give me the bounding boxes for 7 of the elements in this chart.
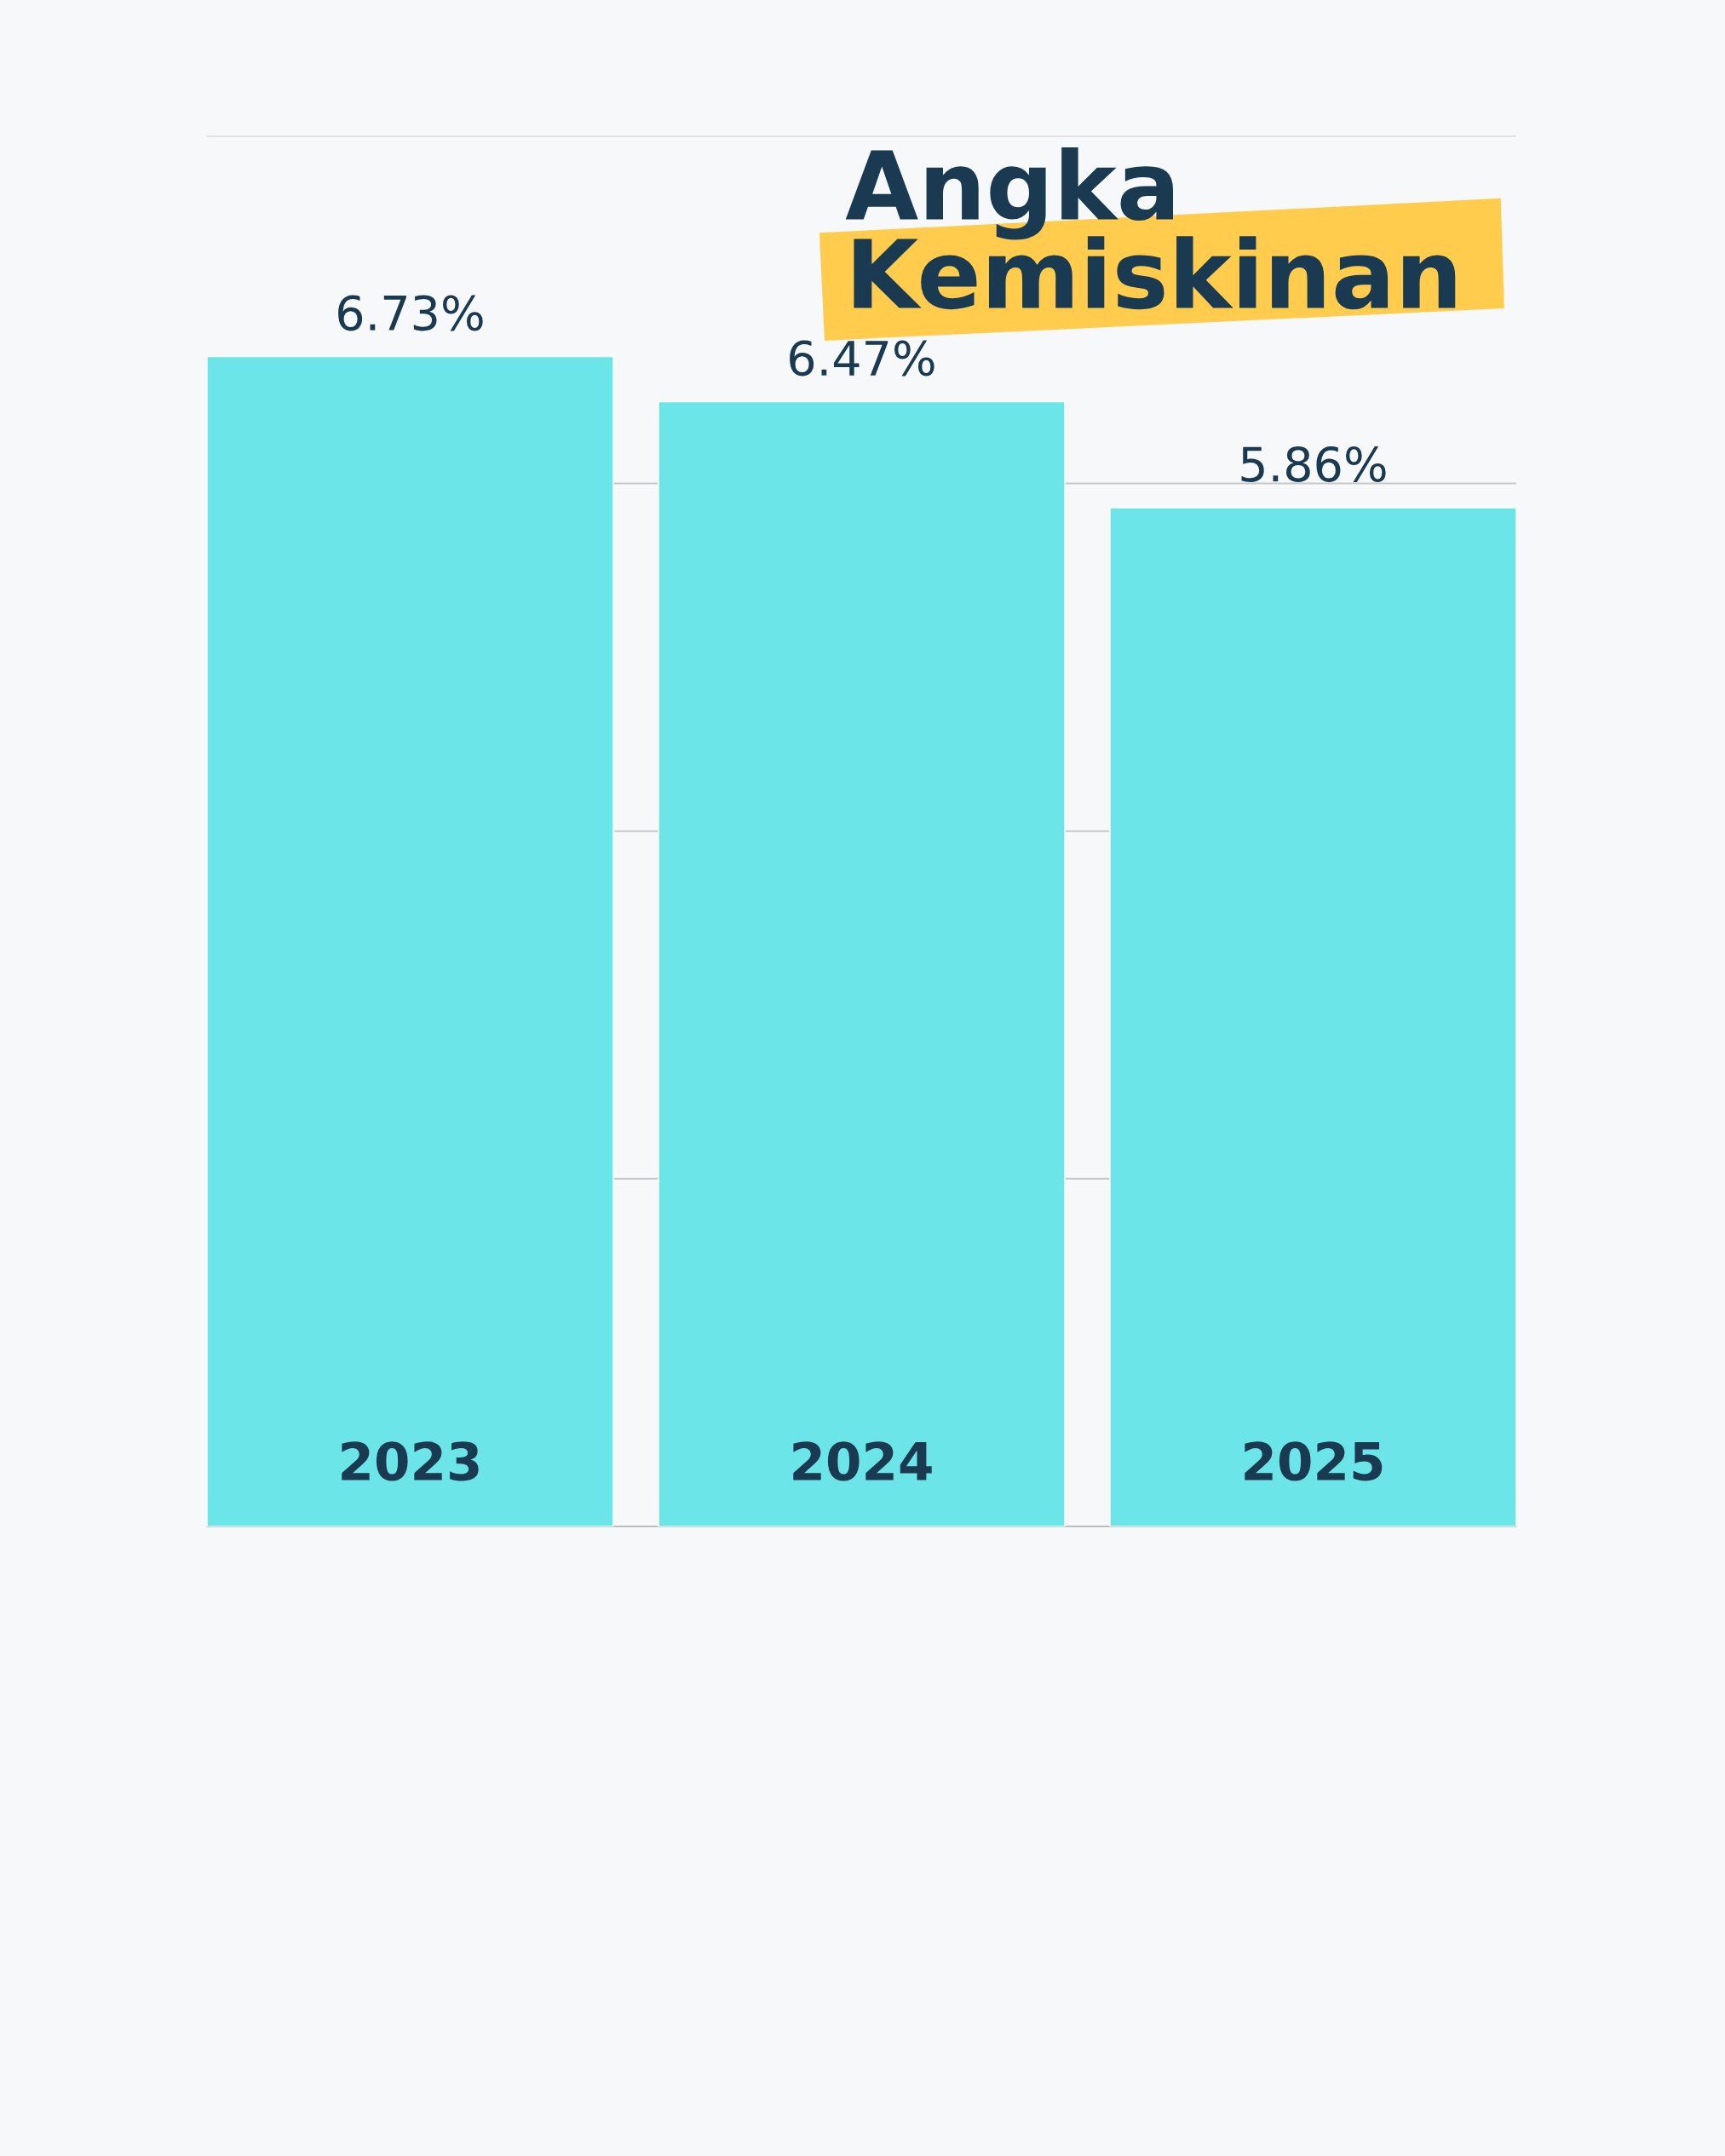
x-tick-label: 2023 [342, 1441, 479, 1481]
data-label: 5.86% [1241, 446, 1386, 482]
chart-title: Angka Kemiskinan [845, 147, 1456, 310]
x-tick-label: 2024 [793, 1441, 932, 1481]
x-tick-label: 2025 [1245, 1441, 1383, 1481]
data-label: 6.47% [790, 340, 934, 377]
data-label: 6.73% [338, 295, 483, 331]
